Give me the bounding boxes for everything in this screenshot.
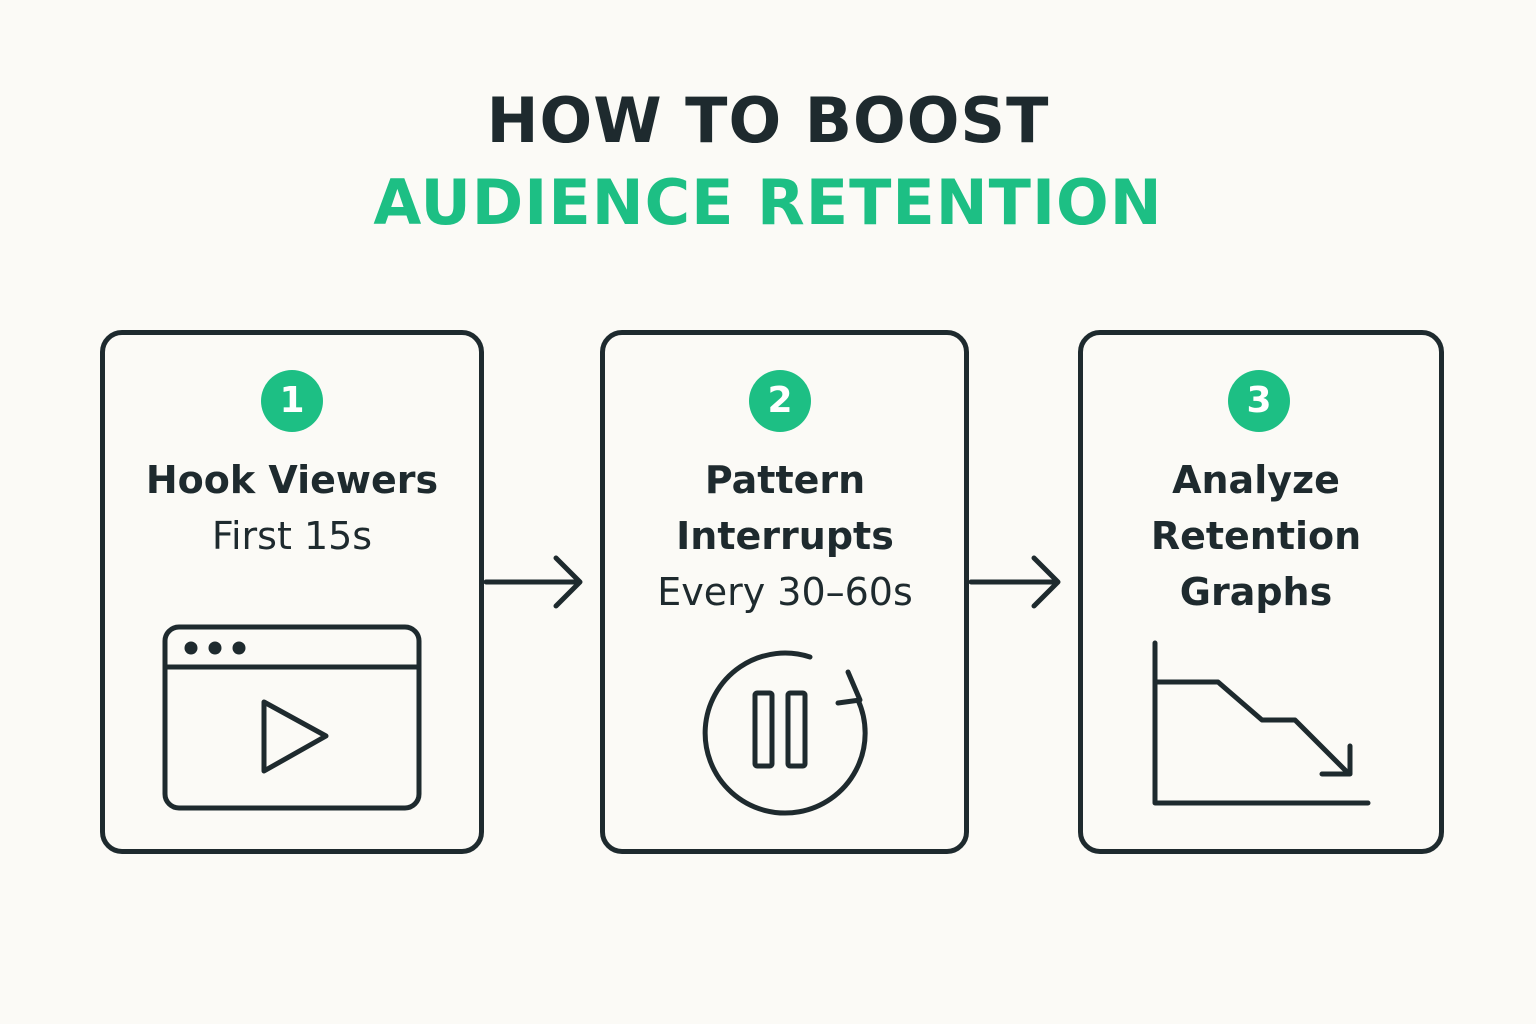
step-1-subtext: First 15s bbox=[211, 514, 373, 558]
step-card-3 bbox=[1078, 330, 1444, 854]
step-badge-3: 3 bbox=[1228, 370, 1290, 432]
arrow-right-icon bbox=[483, 555, 583, 609]
step-1-text: Hook Viewers First 15s bbox=[102, 452, 482, 564]
arrow-right-icon bbox=[968, 555, 1061, 609]
title-line-1: HOW TO BOOST bbox=[486, 84, 1050, 157]
step-badge-2: 2 bbox=[749, 370, 811, 432]
declining-graph-icon bbox=[1152, 640, 1371, 806]
video-player-icon bbox=[162, 624, 422, 811]
step-1-heading: Hook Viewers bbox=[145, 458, 439, 502]
step-3-text: Analyze Retention Graphs bbox=[1066, 452, 1446, 620]
step-3-heading-line1: Analyze bbox=[1172, 458, 1340, 502]
step-2-subtext: Every 30–60s bbox=[657, 570, 913, 614]
step-2-heading-line1: Pattern bbox=[704, 458, 866, 502]
step-card-1 bbox=[100, 330, 484, 854]
step-card-2 bbox=[600, 330, 969, 854]
step-badge-1: 1 bbox=[261, 370, 323, 432]
step-2-heading-line2: Interrupts bbox=[676, 514, 894, 558]
pause-refresh-icon bbox=[702, 650, 868, 816]
step-2-text: Pattern Interrupts Every 30–60s bbox=[595, 452, 975, 620]
title-line-2: AUDIENCE RETENTION bbox=[373, 166, 1163, 239]
step-3-heading-line2: Retention bbox=[1150, 514, 1362, 558]
step-3-heading-line3: Graphs bbox=[1179, 570, 1333, 614]
